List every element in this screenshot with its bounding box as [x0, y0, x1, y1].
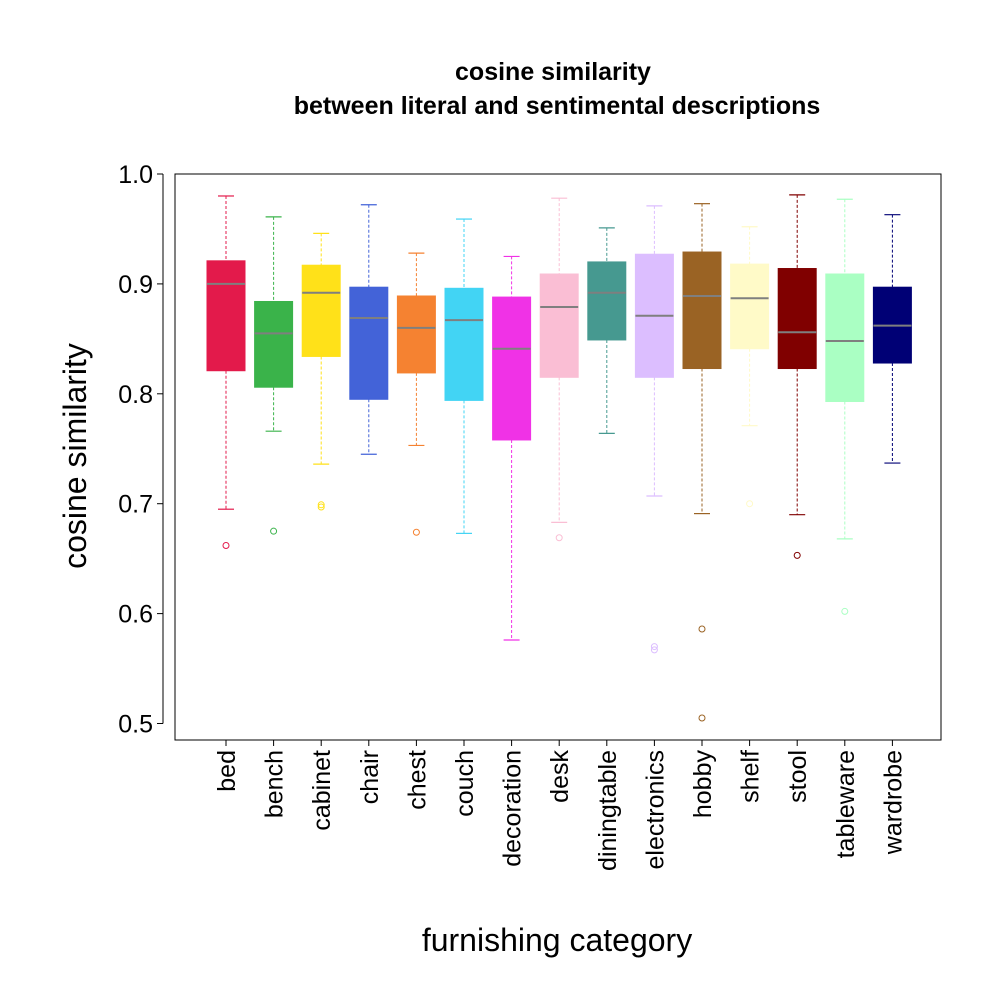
y-axis-title: cosine similarity	[57, 343, 93, 569]
y-tick-label: 0.6	[118, 601, 153, 629]
outlier-point	[317, 503, 325, 511]
x-tick-label-decoration: decoration	[499, 750, 527, 867]
outlier-point	[412, 528, 420, 536]
box-tableware	[825, 273, 865, 402]
x-axis-labels: bed bench cabinet chair chest couch decoration…	[213, 750, 907, 871]
box-diningtable	[587, 261, 627, 341]
outlier-point	[222, 541, 230, 549]
x-tick-label-electronics: electronics	[641, 750, 669, 870]
box-chair	[349, 286, 389, 400]
x-tick-label-wardrobe: wardrobe	[879, 750, 907, 855]
chart-title-line1: cosine similarity	[455, 58, 651, 86]
x-tick-label-couch: couch	[451, 750, 479, 817]
x-tick-label-bench: bench	[261, 750, 289, 818]
outlier-point	[650, 643, 658, 651]
x-tick-label-shelf: shelf	[737, 750, 765, 803]
boxes-group	[206, 194, 912, 746]
x-axis-title: furnishing category	[422, 922, 692, 958]
y-tick-label: 0.8	[118, 381, 153, 409]
outlier-point	[270, 527, 278, 535]
box-bed	[206, 260, 246, 372]
box-hobby	[682, 251, 722, 370]
box-stool	[777, 268, 817, 370]
x-tick-label-stool: stool	[784, 750, 812, 803]
outlier-point	[650, 646, 658, 654]
y-tick-label: 0.5	[118, 711, 153, 739]
x-tick-label-chest: chest	[403, 750, 431, 810]
x-tick-label-chair: chair	[356, 750, 384, 804]
box-bench	[254, 300, 294, 388]
outlier-point	[555, 534, 563, 542]
x-tick-label-hobby: hobby	[689, 750, 717, 819]
plot-frame	[174, 173, 942, 741]
x-tick-label-desk: desk	[546, 750, 574, 803]
box-decoration	[492, 296, 532, 441]
box-couch	[444, 287, 484, 401]
x-tick-label-cabinet: cabinet	[308, 750, 336, 831]
y-tick-label: 0.9	[118, 271, 153, 299]
outlier-point	[698, 625, 706, 633]
outlier-point	[793, 551, 801, 559]
x-tick-label-diningtable: diningtable	[594, 750, 622, 871]
outlier-point	[841, 607, 849, 615]
outlier-point	[698, 714, 706, 722]
y-axis: 0.5 0.6 0.7 0.8 0.9 1.0	[118, 161, 164, 739]
outlier-point	[317, 501, 325, 509]
y-tick-label: 0.7	[118, 491, 153, 519]
box-cabinet	[301, 264, 341, 357]
y-tick-label: 1.0	[118, 161, 153, 189]
box-shelf	[730, 263, 770, 350]
outlier-point	[746, 500, 754, 508]
x-tick-label-tableware: tableware	[832, 750, 860, 858]
chart-title-line2: between literal and sentimental descript…	[294, 92, 821, 120]
box-chest	[396, 295, 436, 374]
x-tick-label-bed: bed	[213, 750, 241, 792]
box-desk	[539, 273, 579, 378]
